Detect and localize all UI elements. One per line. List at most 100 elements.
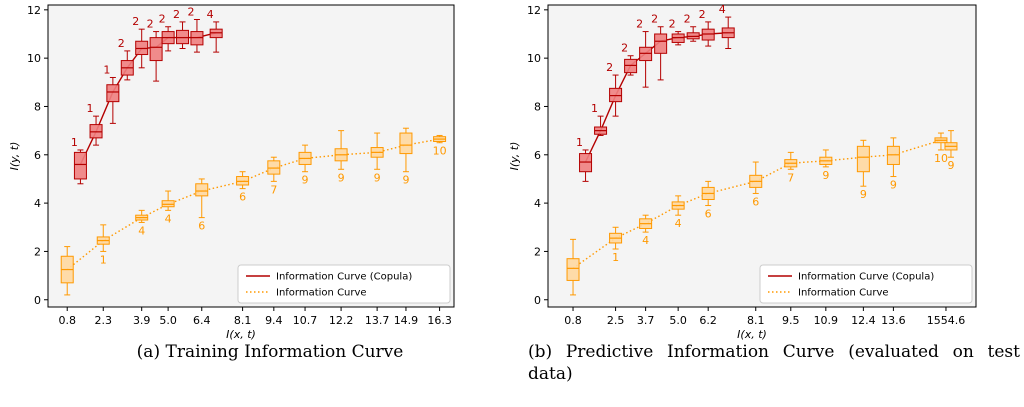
x-tick-label: 12.4 [851,314,876,327]
count-label: 2 [651,13,658,26]
plot-frame [47,4,455,308]
box-iqr [89,124,103,139]
count-label: 2 [606,61,613,74]
box-iqr [886,145,900,165]
box [566,238,580,296]
box: 2 [636,18,653,88]
box: 6 [749,161,763,208]
count-label: 4 [642,234,649,247]
y-tick-label: 0 [34,294,41,307]
box-iqr [624,58,638,74]
count-label: 6 [705,208,712,221]
x-tick-label: 2.5 [607,314,625,327]
box: 2 [651,13,668,81]
plot-frame [547,4,977,308]
count-label: 1 [71,136,78,149]
x-tick-label: 0.8 [58,314,76,327]
y-tick-label: 4 [534,197,541,210]
box-iqr [671,33,685,43]
count-label: 2 [699,8,706,21]
x-tick-label: 5.0 [669,314,687,327]
box: 4 [207,8,223,53]
count-label: 9 [860,188,867,201]
y-tick-label: 12 [27,4,41,17]
box: 1 [87,102,103,146]
y-tick-label: 10 [27,52,41,65]
box: 9 [886,137,900,192]
box-iqr [73,151,87,180]
box-iqr [209,28,223,39]
box: 1 [609,226,623,264]
legend-box [759,264,973,304]
count-label: 2 [132,15,139,28]
box: 6 [701,180,715,221]
count-label: 2 [173,8,180,21]
box: 2 [669,18,685,46]
y-tick-label: 6 [534,149,541,162]
count-label: 9 [338,171,345,184]
y-tick-label: 0 [534,294,541,307]
series-line [79,32,217,165]
x-tick-label: 1554.6 [927,314,966,327]
box-iqr [686,32,700,40]
box: 4 [135,209,149,237]
box: 2 [699,8,715,47]
count-label: 1 [103,63,110,76]
x-tick-label: 8.1 [747,314,765,327]
box-iqr [190,31,204,46]
box-iqr [639,46,653,62]
box-iqr [701,28,715,41]
box-iqr [399,132,413,155]
box: 2 [159,13,175,52]
legend-entry: Information Curve [276,288,367,299]
count-label: 7 [787,171,794,184]
count-label: 6 [198,220,205,233]
count-label: 4 [138,224,145,237]
box: 10 [433,134,447,158]
box: 1 [71,136,87,185]
box-iqr [566,258,580,281]
count-label: 2 [187,5,194,18]
legend: Information Curve (Copula) Information Cu… [759,264,973,304]
count-label: 2 [118,37,125,50]
count-label: 1 [591,102,598,115]
box [60,246,74,296]
box-iqr [579,153,593,173]
x-tick-label: 16.3 [427,314,452,327]
count-label: 4 [719,3,726,16]
y-tick-label: 12 [527,4,541,17]
box: 2 [118,37,134,81]
count-label: 4 [165,212,172,225]
box-iqr [106,84,120,103]
count-label: 1 [576,136,583,149]
y-axis-label: I(y, t) [508,142,521,171]
legend-entry: Information Curve [798,288,889,299]
y-tick-label: 10 [527,52,541,65]
box: 2 [606,61,623,117]
series-line [584,32,729,163]
box: 9 [856,139,870,201]
count-label: 1 [87,102,94,115]
box: 1 [103,63,120,124]
box-iqr [176,29,190,45]
box-iqr [236,176,250,186]
box: 9 [298,144,312,187]
count-label: 10 [934,152,948,165]
box: 1 [591,102,608,136]
x-axis-label: I(x, t) [226,328,256,341]
box-iqr [856,145,870,173]
box-iqr [654,33,668,54]
plot-area [548,5,976,307]
legend: Information Curve (Copula) Information Cu… [237,264,451,304]
x-tick-label: 2.3 [95,314,113,327]
x-tick-label: 5.0 [159,314,177,327]
x-tick-label: 12.2 [329,314,354,327]
plot-area [48,5,454,307]
x-tick-label: 0.8 [564,314,582,327]
y-tick-label: 6 [34,149,41,162]
y-tick-label: 2 [34,245,41,258]
